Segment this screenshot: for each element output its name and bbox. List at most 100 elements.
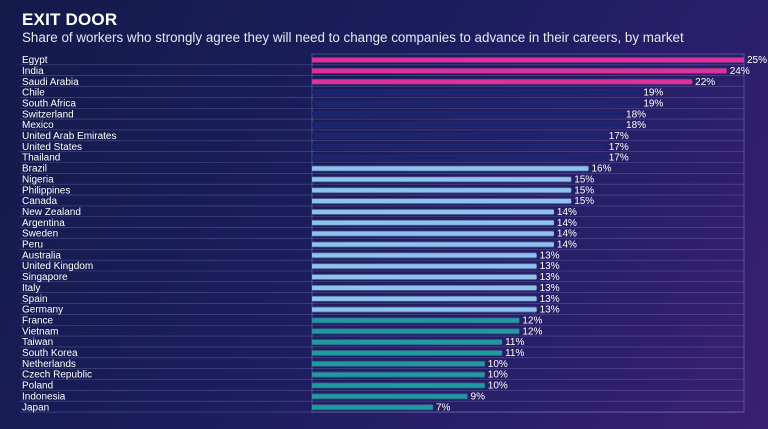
category-label: New Zealand bbox=[22, 207, 81, 218]
bar-south-korea bbox=[312, 350, 503, 356]
chart-bars bbox=[312, 57, 744, 411]
bar-vietnam bbox=[312, 329, 520, 334]
value-label: 13% bbox=[540, 305, 560, 316]
value-label: 13% bbox=[540, 250, 560, 261]
value-label: 7% bbox=[436, 402, 451, 413]
category-label: Vietnam bbox=[22, 326, 59, 337]
value-label: 22% bbox=[695, 77, 715, 88]
category-label: Thailand bbox=[22, 153, 60, 164]
bar-switzerland bbox=[312, 112, 624, 117]
value-label: 15% bbox=[574, 185, 594, 196]
category-label: Singapore bbox=[22, 272, 68, 283]
value-label: 12% bbox=[522, 326, 542, 337]
chart-subtitle: Share of workers who strongly agree they… bbox=[22, 30, 684, 45]
value-label: 14% bbox=[557, 218, 577, 229]
category-label: Indonesia bbox=[22, 391, 66, 402]
bar-egypt bbox=[312, 57, 744, 63]
bar-indonesia bbox=[312, 394, 468, 399]
bar-canada bbox=[312, 198, 572, 204]
category-label: Sweden bbox=[22, 229, 58, 240]
category-label: Egypt bbox=[22, 55, 48, 66]
value-label: 16% bbox=[591, 164, 611, 175]
category-label: Philippines bbox=[22, 185, 70, 196]
bar-united-states bbox=[312, 144, 606, 149]
category-label: Poland bbox=[22, 381, 53, 392]
category-label: Taiwan bbox=[22, 337, 53, 348]
category-label: Chile bbox=[22, 88, 45, 99]
category-label: India bbox=[22, 66, 44, 77]
chart-title: EXIT DOOR bbox=[22, 10, 118, 29]
chart-labels: Egypt 25% India 24% Saudi Arabia 22% Chile 19% S… bbox=[22, 55, 767, 413]
category-label: France bbox=[22, 315, 54, 326]
value-label: 13% bbox=[540, 283, 560, 294]
category-label: Switzerland bbox=[22, 109, 74, 120]
bar-taiwan bbox=[312, 340, 503, 345]
category-label: Saudi Arabia bbox=[22, 77, 79, 88]
category-label: South Africa bbox=[22, 98, 76, 109]
category-label: Nigeria bbox=[22, 174, 54, 185]
bar-new-zealand bbox=[312, 209, 554, 215]
category-label: Brazil bbox=[22, 164, 47, 175]
category-label: United Kingdom bbox=[22, 261, 93, 272]
bar-thailand bbox=[312, 155, 606, 160]
category-label: United States bbox=[22, 142, 82, 153]
value-label: 10% bbox=[488, 370, 508, 381]
value-label: 19% bbox=[643, 98, 663, 109]
bar-nigeria bbox=[312, 177, 572, 182]
value-label: 10% bbox=[488, 381, 508, 392]
value-label: 18% bbox=[626, 109, 646, 120]
category-label: Argentina bbox=[22, 218, 65, 229]
category-label: Spain bbox=[22, 294, 48, 305]
value-label: 13% bbox=[540, 272, 560, 283]
bar-peru bbox=[312, 242, 554, 247]
bar-chile bbox=[312, 90, 641, 95]
category-label: South Korea bbox=[22, 348, 78, 359]
bar-brazil bbox=[312, 166, 589, 171]
value-label: 13% bbox=[540, 294, 560, 305]
bar-australia bbox=[312, 253, 537, 258]
bar-japan bbox=[312, 405, 433, 410]
value-label: 9% bbox=[471, 391, 486, 402]
category-label: United Arab Emirates bbox=[22, 131, 117, 142]
value-label: 17% bbox=[609, 153, 629, 164]
value-label: 11% bbox=[505, 348, 524, 359]
category-label: Netherlands bbox=[22, 359, 76, 370]
category-label: Peru bbox=[22, 240, 43, 251]
value-label: 14% bbox=[557, 229, 577, 240]
category-label: Czech Republic bbox=[22, 370, 92, 381]
value-label: 17% bbox=[609, 142, 629, 153]
bar-india bbox=[312, 68, 727, 73]
value-label: 17% bbox=[609, 131, 629, 142]
bar-germany bbox=[312, 307, 537, 312]
value-label: 19% bbox=[643, 88, 663, 99]
bar-argentina bbox=[312, 220, 554, 225]
value-label: 24% bbox=[730, 66, 750, 77]
value-label: 25% bbox=[747, 55, 767, 66]
value-label: 15% bbox=[574, 174, 594, 185]
bar-philippines bbox=[312, 188, 572, 193]
bar-mexico bbox=[312, 123, 624, 128]
value-label: 13% bbox=[540, 261, 560, 272]
bar-czech-republic bbox=[312, 372, 485, 377]
bar-saudi-arabia bbox=[312, 79, 693, 84]
value-label: 10% bbox=[488, 359, 508, 370]
value-label: 14% bbox=[557, 207, 577, 218]
bar-spain bbox=[312, 296, 537, 301]
bar-italy bbox=[312, 285, 537, 290]
category-label: Japan bbox=[22, 402, 49, 413]
chart-grid bbox=[20, 53, 745, 413]
bar-united-kingdom bbox=[312, 264, 537, 269]
value-label: 12% bbox=[522, 315, 542, 326]
value-label: 11% bbox=[505, 337, 524, 348]
value-label: 14% bbox=[557, 240, 577, 251]
bar-south-africa bbox=[312, 101, 641, 106]
category-label: Canada bbox=[22, 196, 57, 207]
value-label: 15% bbox=[574, 196, 594, 207]
bar-sweden bbox=[312, 231, 554, 236]
bar-france bbox=[312, 318, 520, 323]
category-label: Italy bbox=[22, 283, 40, 294]
bar-poland bbox=[312, 383, 485, 388]
category-label: Germany bbox=[22, 305, 63, 316]
category-label: Australia bbox=[22, 250, 61, 261]
